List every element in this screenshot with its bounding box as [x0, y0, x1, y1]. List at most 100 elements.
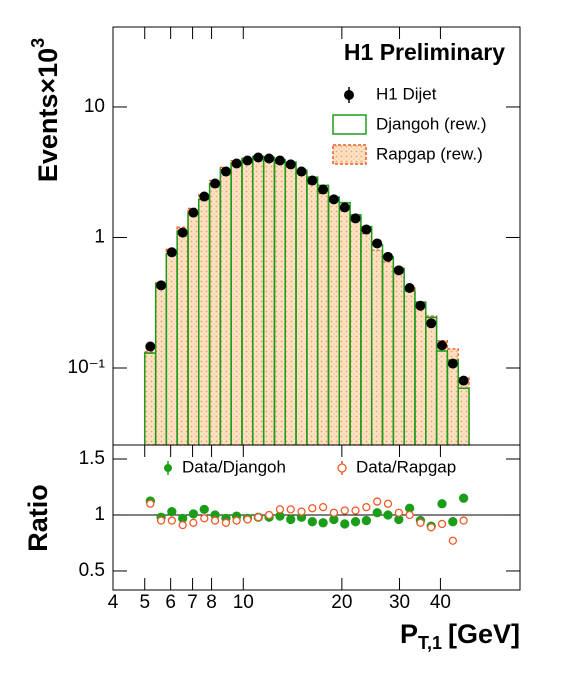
data-point — [285, 159, 296, 170]
rapgap-bin — [155, 282, 167, 446]
data-point — [156, 280, 167, 291]
y-axis-label-exp: 3 — [28, 38, 48, 48]
rapgap-bin — [198, 194, 211, 446]
ratio-point — [427, 523, 436, 532]
y-tick-label: 1 — [94, 226, 105, 247]
ratio-point — [167, 516, 176, 525]
rapgap-bin — [252, 155, 265, 446]
rapgap-bin — [317, 192, 330, 446]
ratio-point — [307, 517, 317, 527]
rapgap-bin — [219, 166, 232, 446]
rapgap-bin — [165, 248, 178, 446]
y-axis-label-main: Events×10 — [33, 48, 63, 182]
ratio-point — [199, 504, 209, 515]
ratio-point — [448, 536, 457, 545]
rapgap-bin — [349, 219, 362, 446]
x-axis-label-sub: T,1 — [418, 633, 442, 653]
data-point — [220, 166, 231, 177]
y-tick-label: 0.5 — [79, 560, 105, 581]
ratio-point — [286, 505, 295, 514]
ratio-point — [362, 502, 371, 512]
data-point — [242, 155, 253, 166]
ratio-point — [200, 514, 209, 523]
data-point — [210, 178, 221, 189]
data-point — [318, 184, 329, 195]
data-point — [447, 358, 458, 369]
ratio-point — [156, 516, 166, 525]
chart-title: H1 Preliminary — [344, 39, 505, 65]
y-tick-label: 1 — [94, 504, 105, 525]
data-point — [393, 265, 404, 276]
ratio-point — [383, 499, 393, 508]
ratio-point — [210, 516, 220, 525]
legend-label: Data/Rapgap — [356, 457, 456, 476]
rapgap-bin — [403, 287, 416, 446]
ratio-point — [318, 518, 328, 528]
ratio-point — [254, 513, 263, 522]
x-tick-label: 8 — [206, 592, 217, 613]
legend-symbol — [332, 144, 367, 165]
rapgap-bin — [360, 232, 373, 446]
rapgap-bin — [144, 351, 157, 446]
djangoh-bin — [457, 387, 470, 445]
rapgap-bin — [435, 339, 449, 446]
rapgap-bin — [414, 301, 427, 446]
ratio-point — [350, 517, 361, 527]
legend-symbols — [164, 87, 367, 475]
bottom-frame — [112, 444, 521, 591]
data-point — [231, 158, 242, 169]
legend-symbol — [164, 464, 172, 472]
data-point — [188, 207, 199, 218]
x-axis-label-unit: [GeV] — [448, 619, 520, 649]
ratio-point — [232, 516, 241, 525]
data-point — [264, 153, 275, 164]
ratio-point — [340, 519, 350, 529]
ratio-axis-label: Ratio — [23, 484, 53, 552]
data-point — [253, 152, 264, 163]
ratio-point — [405, 510, 414, 520]
data-point — [328, 194, 339, 205]
data-point — [339, 202, 350, 213]
y-tick-label: 10 — [84, 96, 105, 117]
legend-symbol — [344, 90, 354, 100]
data-point — [307, 175, 318, 186]
rapgap-bin — [371, 249, 384, 446]
ratio-point — [448, 517, 458, 527]
x-tick-label: 4 — [108, 592, 119, 613]
rapgap-bin — [338, 209, 351, 446]
data-point — [382, 251, 393, 262]
x-tick-label: 10 — [233, 592, 254, 613]
data-point — [404, 283, 415, 294]
data-point — [177, 227, 188, 238]
rapgap-bin — [208, 179, 222, 446]
rapgap-bin — [295, 172, 308, 446]
ratio-point — [437, 519, 447, 529]
legend-label: Rapgap (rew.) — [376, 144, 483, 163]
data-point — [426, 318, 437, 329]
ratio-point — [351, 506, 360, 515]
rapgap-bin — [230, 159, 243, 446]
rapgap-bin — [273, 162, 286, 446]
ratio-point — [146, 499, 155, 508]
plot-layer: 4 5 6 7 8 10 20 30 40 10⁻¹ 1 10 0.5 1 1.5 — [68, 27, 520, 613]
y-tick-label: 1.5 — [79, 448, 105, 469]
x-tick-label: 30 — [389, 592, 410, 613]
data-point — [296, 166, 307, 177]
ratio-point — [243, 515, 252, 524]
data-point — [361, 224, 372, 235]
ratio-point — [275, 505, 285, 514]
data-point — [458, 375, 469, 386]
legend-symbol — [337, 463, 347, 473]
data-point — [372, 238, 383, 249]
y-tick-label: 10⁻¹ — [68, 357, 106, 378]
ratio-point — [416, 518, 425, 527]
rapgap-bin — [263, 157, 276, 446]
ratio-point — [329, 508, 339, 517]
ratio-point — [167, 506, 177, 517]
rapgap-bin — [392, 270, 405, 446]
ratio-point — [188, 509, 199, 519]
legend-symbol — [332, 114, 367, 135]
ratio-point — [361, 515, 372, 526]
rapgap-bin — [241, 157, 254, 446]
